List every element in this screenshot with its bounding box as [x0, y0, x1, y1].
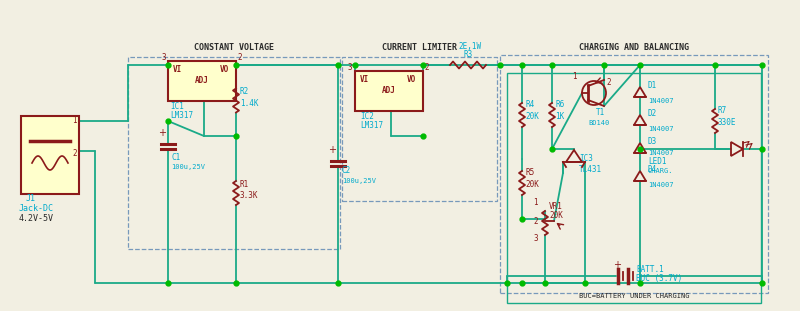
Text: CURRENT LIMITER: CURRENT LIMITER	[382, 43, 457, 52]
Text: D2: D2	[648, 109, 658, 118]
FancyBboxPatch shape	[355, 71, 423, 111]
Text: VR1: VR1	[549, 202, 563, 211]
Text: 1K: 1K	[555, 112, 564, 121]
Text: 330E: 330E	[718, 118, 737, 127]
Text: 100u,25V: 100u,25V	[171, 164, 205, 170]
Text: 20K: 20K	[549, 211, 563, 220]
Text: +: +	[328, 145, 336, 155]
Text: 2: 2	[533, 217, 538, 226]
Text: 1N4007: 1N4007	[648, 182, 674, 188]
Text: VO: VO	[220, 65, 230, 74]
Text: 3.3K: 3.3K	[240, 191, 258, 200]
Text: CONSTANT VOLTAGE: CONSTANT VOLTAGE	[194, 43, 274, 52]
Text: D1: D1	[648, 81, 658, 90]
Text: 2: 2	[237, 53, 242, 62]
Text: VI: VI	[173, 65, 182, 74]
Text: ADJ: ADJ	[195, 76, 209, 85]
Text: 2: 2	[606, 78, 610, 87]
Text: BUC (3.7V): BUC (3.7V)	[636, 274, 682, 283]
Text: 4.2V-5V: 4.2V-5V	[19, 214, 54, 223]
Text: R7: R7	[718, 106, 727, 115]
Text: 1: 1	[533, 198, 538, 207]
Text: VO: VO	[407, 75, 416, 84]
Text: 20K: 20K	[525, 180, 539, 189]
Text: Jack-DC: Jack-DC	[19, 204, 54, 213]
Text: BATT.1: BATT.1	[636, 265, 664, 274]
Text: 1N4007: 1N4007	[648, 126, 674, 132]
Text: 2E,1W: 2E,1W	[458, 42, 481, 51]
Text: IC3: IC3	[579, 154, 593, 163]
Text: 1.4K: 1.4K	[240, 99, 258, 108]
Text: LM317: LM317	[170, 111, 193, 120]
Text: R5: R5	[525, 168, 534, 177]
Text: R2: R2	[240, 87, 250, 96]
Text: 2: 2	[424, 63, 429, 72]
Text: CHARGING AND BALANCING: CHARGING AND BALANCING	[579, 43, 689, 52]
Text: T1: T1	[596, 108, 606, 117]
FancyBboxPatch shape	[168, 61, 236, 101]
FancyBboxPatch shape	[21, 116, 79, 194]
Text: R6: R6	[555, 100, 564, 109]
Text: C2: C2	[342, 166, 351, 175]
Text: C1: C1	[171, 153, 180, 162]
Text: +: +	[613, 260, 621, 270]
Text: D3: D3	[648, 137, 658, 146]
Text: IC1: IC1	[170, 102, 184, 111]
Text: ADJ: ADJ	[382, 86, 396, 95]
Text: D4: D4	[648, 165, 658, 174]
Text: LM317: LM317	[360, 121, 383, 130]
Text: 1N4007: 1N4007	[648, 98, 674, 104]
Text: 1N4007: 1N4007	[648, 150, 674, 156]
Text: VI: VI	[360, 75, 370, 84]
Text: TL431: TL431	[579, 165, 602, 174]
Text: 3: 3	[347, 63, 352, 72]
Text: BUC=BATTERY UNDER CHARGING: BUC=BATTERY UNDER CHARGING	[578, 293, 690, 299]
Text: 3: 3	[161, 53, 166, 62]
Text: R1: R1	[240, 180, 250, 189]
Text: IC2: IC2	[360, 112, 374, 121]
Text: J1: J1	[26, 194, 36, 203]
Text: R4: R4	[525, 100, 534, 109]
Text: 1: 1	[572, 72, 577, 81]
Text: CHARG.: CHARG.	[648, 168, 674, 174]
Text: 2: 2	[72, 149, 77, 158]
Text: +: +	[158, 128, 166, 138]
Text: R3: R3	[464, 50, 474, 59]
Text: 3: 3	[533, 234, 538, 243]
Text: 1: 1	[72, 116, 77, 125]
Text: 100u,25V: 100u,25V	[342, 178, 376, 184]
Text: LED1: LED1	[648, 157, 666, 166]
Text: 20K: 20K	[525, 112, 539, 121]
Text: BD140: BD140	[588, 120, 610, 126]
